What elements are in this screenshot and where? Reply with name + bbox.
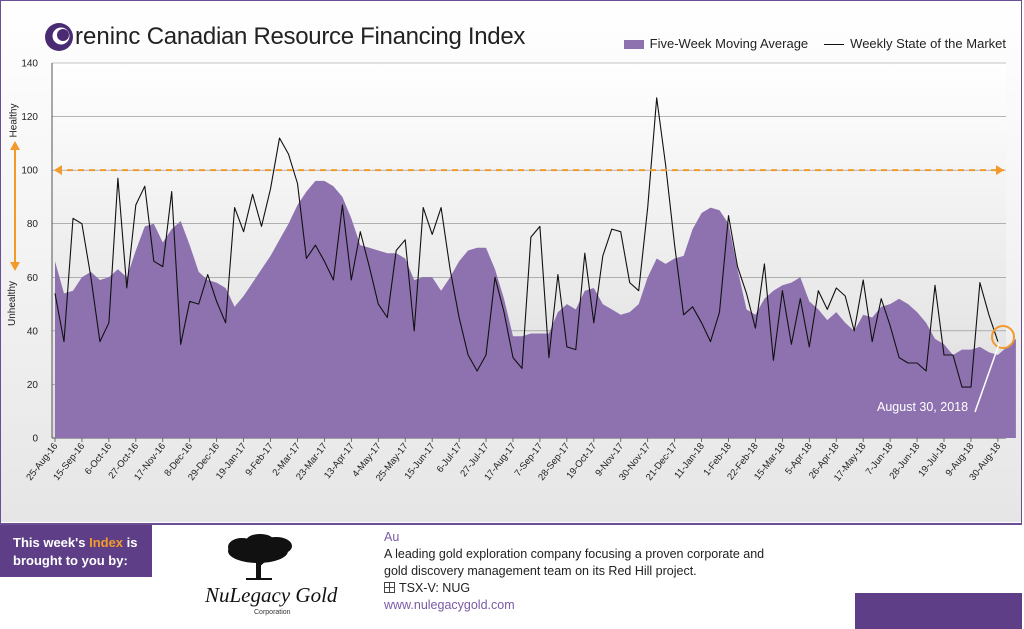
orenic-logo-icon bbox=[45, 23, 73, 51]
sponsor-desc-1: A leading gold exploration company focus… bbox=[384, 547, 765, 561]
y-tick-label: 60 bbox=[27, 273, 39, 284]
tab-highlight: Index bbox=[89, 535, 124, 550]
y-axis-ticks: 0 20 40 60 80 100 120 140 bbox=[21, 59, 38, 445]
healthy-label: Healthy bbox=[8, 103, 20, 138]
arrow-up-icon bbox=[10, 141, 20, 150]
brand-name: reninc bbox=[75, 23, 141, 50]
sponsor-desc-2: gold discovery management team on its Re… bbox=[384, 564, 697, 578]
threshold-layer bbox=[54, 165, 1004, 176]
legend: Five-Week Moving Average Weekly State of… bbox=[623, 36, 1006, 51]
sponsor-tab: This week's Index is brought to you by: bbox=[0, 525, 152, 577]
arrow-down-icon bbox=[10, 262, 20, 271]
y-tick-label: 80 bbox=[27, 219, 39, 230]
ticker-grid-icon bbox=[384, 582, 395, 593]
y-tick-label: 0 bbox=[32, 434, 38, 445]
corner-tab bbox=[855, 593, 1022, 629]
line-swatch bbox=[824, 43, 845, 46]
sponsor-ticker: TSX-V: NUG bbox=[384, 580, 764, 597]
area-swatch bbox=[623, 40, 644, 50]
weekly-market-line bbox=[54, 97, 999, 388]
latest-point-marker bbox=[974, 325, 1015, 413]
sponsor-tab-line2: brought to you by: bbox=[13, 553, 128, 568]
sponsor-url-link[interactable]: www.nulegacygold.com bbox=[384, 598, 515, 612]
weekly-line-layer bbox=[54, 97, 999, 388]
tree-logo-icon bbox=[228, 534, 292, 580]
page-title: reninc Canadian Resource Financing Index bbox=[75, 23, 525, 51]
sponsor-symbol: Au bbox=[384, 530, 400, 544]
date-callout: August 30, 2018 bbox=[877, 400, 969, 414]
sponsor-info: Au A leading gold exploration company fo… bbox=[384, 529, 764, 614]
legend-item-average: Five-Week Moving Average bbox=[623, 36, 809, 51]
tab-text-pre: This week's bbox=[13, 535, 90, 550]
tab-text-post: is bbox=[123, 535, 138, 550]
callout-leader bbox=[974, 343, 1000, 413]
y-tick-label: 40 bbox=[27, 326, 39, 337]
y-tick-label: 20 bbox=[27, 380, 39, 391]
moving-average-area-layer bbox=[55, 180, 1016, 438]
healthy-unhealthy-arrow bbox=[10, 141, 20, 271]
legend-average-label: Five-Week Moving Average bbox=[649, 36, 809, 51]
sponsor-company-name: NuLegacy Gold bbox=[205, 583, 338, 607]
y-tick-label: 100 bbox=[21, 166, 38, 177]
y-tick-label: 120 bbox=[21, 112, 38, 123]
threshold-left-arrow-icon bbox=[54, 165, 62, 176]
unhealthy-label: Unhealthy bbox=[7, 280, 19, 327]
legend-item-weekly: Weekly State of the Market bbox=[824, 36, 1006, 51]
threshold-right-arrow-icon bbox=[996, 165, 1004, 176]
sponsor-company-sub: Corporation bbox=[254, 609, 291, 616]
y-tick-label: 140 bbox=[21, 59, 38, 70]
title-text: Canadian Resource Financing Index bbox=[146, 23, 526, 50]
legend-weekly-label: Weekly State of the Market bbox=[850, 36, 1006, 51]
highlight-circle bbox=[991, 325, 1015, 349]
ticker-text: TSX-V: NUG bbox=[399, 581, 471, 595]
sponsor-footer: This week's Index is brought to you by: … bbox=[0, 523, 1022, 629]
sponsor-tab-line1: This week's Index is bbox=[13, 534, 152, 552]
moving-average-area bbox=[55, 180, 1016, 438]
